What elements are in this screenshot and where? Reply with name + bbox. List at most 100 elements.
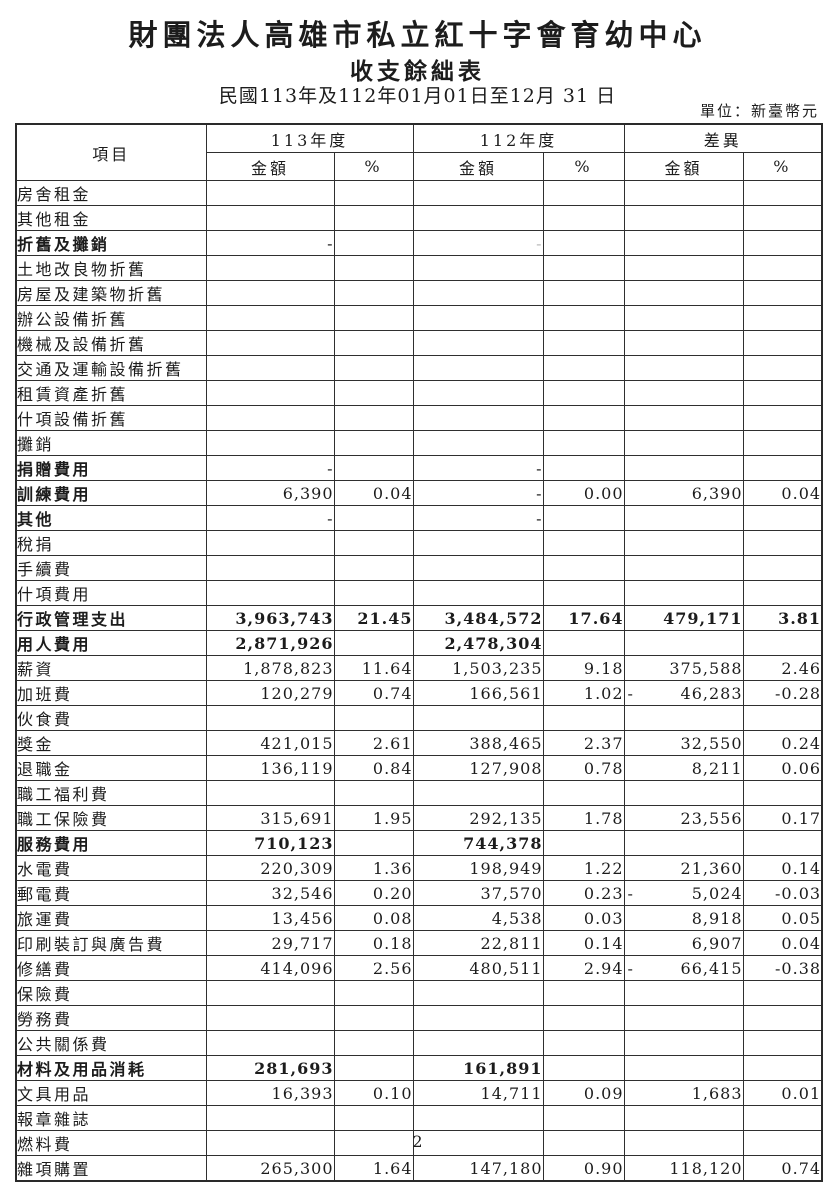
- percent-113-cell: 0.10: [333, 1080, 414, 1106]
- percent-112-cell: 1.22: [542, 855, 625, 881]
- amount-113-cell: 32,546: [205, 880, 335, 906]
- percent-diff-cell: [742, 430, 823, 456]
- percent-diff-cell: 3.81: [742, 605, 823, 631]
- amount-113-cell: [205, 430, 335, 456]
- amount-diff-cell: [623, 505, 744, 531]
- amount-112-cell: 37,570: [412, 880, 544, 906]
- percent-112-cell: [542, 405, 625, 431]
- amount-113-cell: [205, 530, 335, 556]
- percent-diff-cell: -0.38: [742, 955, 823, 981]
- amount-diff-cell: [623, 1130, 744, 1156]
- percent-diff-cell: [742, 530, 823, 556]
- percent-112-cell: [542, 1130, 625, 1156]
- percent-113-cell: [333, 355, 414, 381]
- amount-112-cell: -: [412, 480, 544, 506]
- amount-112-cell: [412, 305, 544, 331]
- percent-112-cell: [542, 255, 625, 281]
- percent-diff-cell: [742, 580, 823, 606]
- percent-113-cell: [333, 255, 414, 281]
- amount-diff-cell: [623, 980, 744, 1006]
- amount-113-cell: 414,096: [205, 955, 335, 981]
- amount-112-cell: 161,891: [412, 1055, 544, 1081]
- percent-113-cell: 2.56: [333, 955, 414, 981]
- table-row: 交通及運輸設備折舊: [15, 355, 823, 381]
- item-label: 加班費: [15, 680, 207, 706]
- percent-113-cell: [333, 705, 414, 731]
- amount-diff-cell: [623, 1105, 744, 1131]
- amount-112-cell: [412, 580, 544, 606]
- percent-diff-cell: 0.04: [742, 930, 823, 956]
- percent-diff-cell: [742, 980, 823, 1006]
- percent-112-cell: [542, 705, 625, 731]
- amount-113-cell: [205, 380, 335, 406]
- amount-113-cell: 710,123: [205, 830, 335, 856]
- amount-113-cell: 1,878,823: [205, 655, 335, 681]
- amount-113-cell: [205, 555, 335, 581]
- amount-113-cell: 281,693: [205, 1055, 335, 1081]
- percent-112-cell: 0.23: [542, 880, 625, 906]
- percent-112-cell: [542, 780, 625, 806]
- table-row: 旅運費 13,456 0.08 4,538 0.03 8,918 0.05: [15, 905, 823, 931]
- negative-sign: -: [627, 958, 634, 978]
- percent-113-cell: [333, 180, 414, 206]
- percent-112-cell: [542, 430, 625, 456]
- amount-113-cell: [205, 305, 335, 331]
- item-label: 勞務費: [15, 1005, 207, 1031]
- amount-112-cell: [412, 380, 544, 406]
- amount-112-cell: -: [412, 455, 544, 481]
- percent-diff-cell: [742, 830, 823, 856]
- amount-diff-cell: 6,390: [623, 480, 744, 506]
- amount-diff-cell: [623, 280, 744, 306]
- amount-113-cell: 2,871,926: [205, 630, 335, 656]
- item-label: 用人費用: [15, 630, 207, 656]
- percent-112-cell: [542, 1055, 625, 1081]
- amount-113-cell: [205, 1105, 335, 1131]
- amount-112-cell: [412, 205, 544, 231]
- percent-diff-cell: [742, 1005, 823, 1031]
- table-row: 報章雜誌: [15, 1105, 823, 1131]
- item-label: 稅捐: [15, 530, 207, 556]
- amount-112-cell: [412, 530, 544, 556]
- table-row: 加班費 120,279 0.74 166,561 1.02- 46,283 -0.28: [15, 680, 823, 706]
- percent-diff-cell: [742, 255, 823, 281]
- amount-diff-cell: [623, 555, 744, 581]
- amount-112-cell: [412, 1105, 544, 1131]
- item-label: 職工保險費: [15, 805, 207, 831]
- table-row: 其他租金: [15, 205, 823, 231]
- table-header: 項目 113年度 112年度 差異 金額 % 金額 % 金額 %: [15, 123, 823, 181]
- item-label: 材料及用品消耗: [15, 1055, 207, 1081]
- percent-113-cell: 21.45: [333, 605, 414, 631]
- item-label: 其他租金: [15, 205, 207, 231]
- table-row: 水電費 220,309 1.36 198,949 1.22 21,360 0.14: [15, 855, 823, 881]
- amount-112-cell: 14,711: [412, 1080, 544, 1106]
- percent-diff-cell: [742, 355, 823, 381]
- percent-diff-cell: 0.17: [742, 805, 823, 831]
- table-row: 房舍租金: [15, 180, 823, 206]
- item-label: 什項設備折舊: [15, 405, 207, 431]
- amount-112-cell: [412, 555, 544, 581]
- percent-diff-cell: [742, 280, 823, 306]
- item-label: 捐贈費用: [15, 455, 207, 481]
- amount-112-cell: [412, 980, 544, 1006]
- table-row: 文具用品 16,393 0.10 14,711 0.09 1,683 0.01: [15, 1080, 823, 1106]
- amount-112-cell: [412, 280, 544, 306]
- header-year-112: 112年度: [412, 123, 625, 153]
- table-row: 什項設備折舊: [15, 405, 823, 431]
- amount-112-cell: 127,908: [412, 755, 544, 781]
- page-number: 2: [412, 1132, 423, 1151]
- percent-diff-cell: [742, 1105, 823, 1131]
- item-label: 辦公設備折舊: [15, 305, 207, 331]
- amount-diff-cell: [623, 630, 744, 656]
- percent-113-cell: 0.08: [333, 905, 414, 931]
- item-label: 伙食費: [15, 705, 207, 731]
- currency-unit-note: 單位：新臺幣元: [699, 102, 819, 120]
- amount-112-cell: -: [412, 230, 544, 256]
- amount-112-cell: 166,561: [412, 680, 544, 706]
- amount-diff-cell: [623, 330, 744, 356]
- amount-113-cell: [205, 255, 335, 281]
- item-label: 水電費: [15, 855, 207, 881]
- table-row: 勞務費: [15, 1005, 823, 1031]
- amount-113-cell: 315,691: [205, 805, 335, 831]
- percent-diff-cell: [742, 630, 823, 656]
- cell-value: 46,283: [680, 683, 743, 703]
